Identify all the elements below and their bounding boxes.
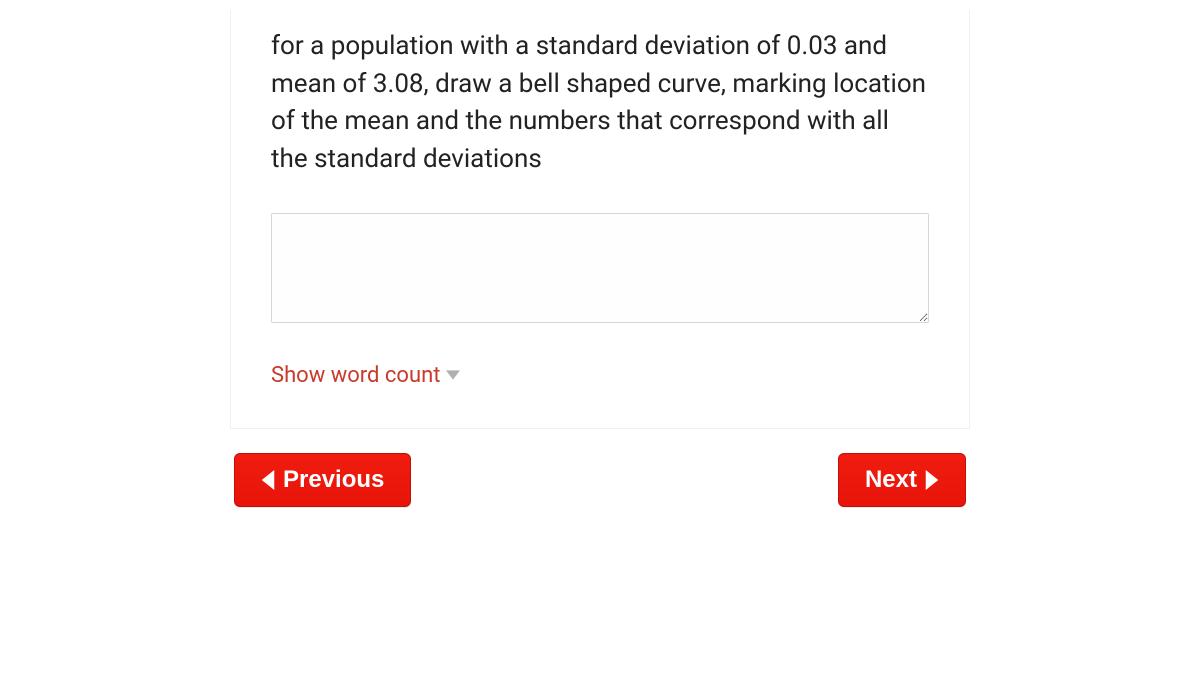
answer-input[interactable] [271,213,929,323]
next-button-label: Next [865,468,917,492]
quiz-container: for a population with a standard deviati… [230,0,970,507]
previous-button-label: Previous [283,468,384,492]
chevron-down-icon [446,370,460,380]
show-word-count-toggle[interactable]: Show word count [271,363,460,388]
next-button[interactable]: Next [838,453,966,507]
question-card: for a population with a standard deviati… [230,10,970,429]
triangle-left-icon [261,470,275,490]
word-count-label: Show word count [271,363,440,388]
question-prompt: for a population with a standard deviati… [271,28,929,179]
previous-button[interactable]: Previous [234,453,411,507]
triangle-right-icon [925,470,939,490]
navigation-row: Previous Next [230,453,970,507]
